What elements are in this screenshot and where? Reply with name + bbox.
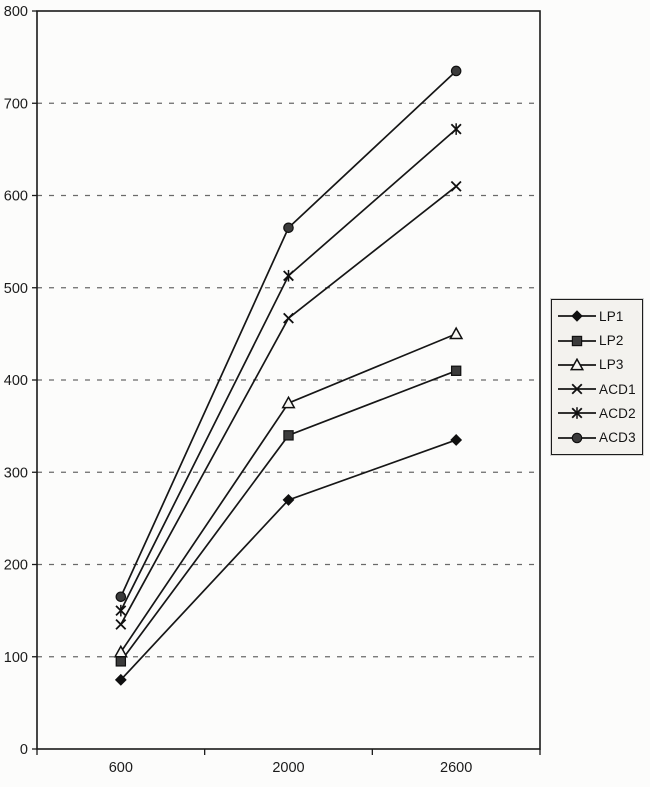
series-lp1 (114, 434, 463, 686)
triangle-open-marker-icon (113, 644, 128, 658)
diamond-marker-icon (282, 494, 295, 506)
asterisk-marker-icon (283, 269, 294, 282)
x-marker-icon (115, 619, 127, 630)
legend-item-acd1: ACD1 (558, 378, 642, 400)
legend-key-diamond (558, 310, 596, 322)
y-tick-label: 500 (4, 281, 28, 297)
series-lp3 (113, 326, 464, 658)
y-axis-labels: 0 100 200 300 400 500 600 700 800 (4, 4, 28, 758)
legend-key-x (558, 383, 596, 395)
diamond-marker-icon (114, 673, 127, 686)
circle-marker-icon (450, 65, 462, 77)
legend-label: LP2 (599, 333, 624, 349)
x-marker-icon (571, 383, 583, 395)
legend-label: ACD2 (599, 405, 636, 421)
y-tick-label: 100 (4, 650, 28, 666)
asterisk-marker-icon (450, 123, 462, 135)
asterisk-marker-icon (571, 407, 583, 420)
legend-key-asterisk (558, 407, 596, 420)
legend-label: LP1 (599, 308, 624, 324)
legend-key-triangle-open (558, 357, 596, 371)
series-acd1 (115, 180, 462, 630)
y-tick-label: 200 (4, 558, 28, 574)
triangle-open-marker-icon (569, 357, 585, 371)
circle-marker-icon (571, 432, 583, 443)
y-tick-label: 300 (4, 465, 28, 481)
y-tick-label: 600 (4, 189, 28, 205)
series-acd2 (115, 123, 462, 617)
x-axis-labels: 600 2000 2600 (109, 760, 473, 776)
legend-item-acd2: ACD2 (558, 402, 642, 424)
y-gridlines (37, 102, 540, 658)
legend-item-lp1: LP1 (558, 305, 642, 327)
diamond-marker-icon (450, 434, 463, 446)
triangle-open-marker-icon (281, 395, 296, 409)
legend-key-square (558, 335, 596, 346)
y-tick-label: 800 (4, 4, 28, 20)
legend-label: ACD1 (599, 381, 636, 397)
square-marker-icon (450, 365, 462, 376)
legend-label: LP3 (599, 357, 624, 373)
y-tick-label: 700 (4, 96, 28, 112)
triangle-open-marker-icon (449, 326, 464, 340)
circle-marker-icon (283, 222, 294, 234)
circle-marker-icon (115, 591, 127, 603)
x-tick-label: 2600 (440, 760, 472, 776)
diamond-marker-icon (571, 310, 583, 322)
asterisk-marker-icon (115, 604, 127, 617)
legend: LP1 LP2 LP3 ACD1 ACD2 ACD3 (551, 299, 643, 455)
legend-label: ACD3 (599, 430, 636, 446)
x-marker-icon (283, 312, 294, 324)
y-tick-label: 400 (4, 373, 28, 389)
legend-item-acd3: ACD3 (558, 427, 642, 449)
square-marker-icon (283, 430, 294, 441)
legend-key-circle (558, 432, 596, 443)
series-acd3 (115, 65, 462, 603)
series-lp2 (115, 365, 462, 667)
square-marker-icon (115, 656, 127, 667)
x-tick-label: 600 (109, 760, 133, 776)
square-marker-icon (571, 335, 583, 346)
axis-ticks (32, 10, 541, 755)
x-tick-label: 2000 (272, 760, 304, 776)
x-marker-icon (450, 180, 462, 192)
y-tick-label: 0 (20, 742, 28, 758)
legend-item-lp3: LP3 (558, 354, 642, 376)
legend-item-lp2: LP2 (558, 330, 642, 352)
